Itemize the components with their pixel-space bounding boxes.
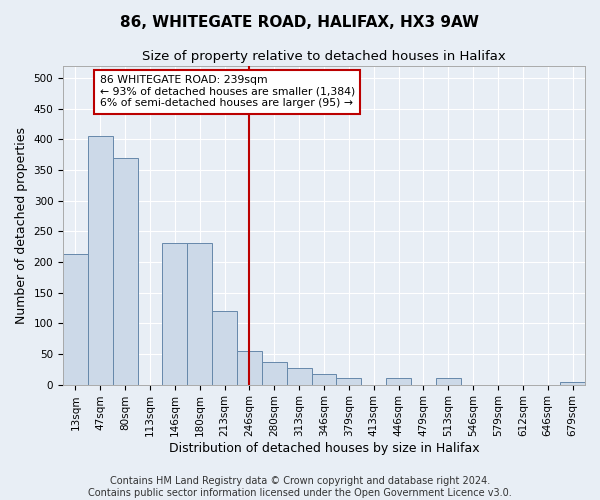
Y-axis label: Number of detached properties: Number of detached properties <box>15 126 28 324</box>
Bar <box>262 362 287 384</box>
Bar <box>237 351 262 384</box>
Bar <box>436 378 461 384</box>
Bar <box>113 158 137 384</box>
Text: 86, WHITEGATE ROAD, HALIFAX, HX3 9AW: 86, WHITEGATE ROAD, HALIFAX, HX3 9AW <box>121 15 479 30</box>
Text: 86 WHITEGATE ROAD: 239sqm
← 93% of detached houses are smaller (1,384)
6% of sem: 86 WHITEGATE ROAD: 239sqm ← 93% of detac… <box>100 75 355 108</box>
Bar <box>287 368 311 384</box>
Bar <box>63 254 88 384</box>
Bar <box>560 382 585 384</box>
Text: Contains HM Land Registry data © Crown copyright and database right 2024.
Contai: Contains HM Land Registry data © Crown c… <box>88 476 512 498</box>
Bar <box>187 244 212 384</box>
Title: Size of property relative to detached houses in Halifax: Size of property relative to detached ho… <box>142 50 506 63</box>
Bar <box>386 378 411 384</box>
Bar <box>163 244 187 384</box>
Bar <box>88 136 113 384</box>
Bar <box>337 378 361 384</box>
Bar <box>311 374 337 384</box>
X-axis label: Distribution of detached houses by size in Halifax: Distribution of detached houses by size … <box>169 442 479 455</box>
Bar <box>212 311 237 384</box>
